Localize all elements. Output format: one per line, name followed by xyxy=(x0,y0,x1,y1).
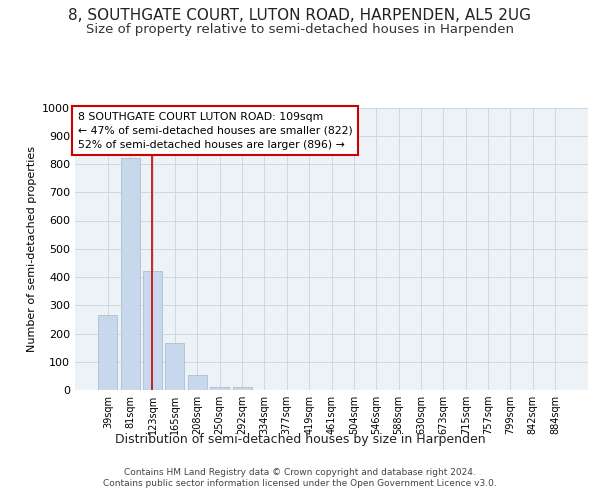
Y-axis label: Number of semi-detached properties: Number of semi-detached properties xyxy=(26,146,37,352)
Text: Size of property relative to semi-detached houses in Harpenden: Size of property relative to semi-detach… xyxy=(86,22,514,36)
Bar xyxy=(121,158,140,390)
Bar xyxy=(166,344,184,390)
Bar xyxy=(188,376,207,390)
Bar xyxy=(210,387,229,390)
Text: Distribution of semi-detached houses by size in Harpenden: Distribution of semi-detached houses by … xyxy=(115,432,485,446)
Text: Contains HM Land Registry data © Crown copyright and database right 2024.
Contai: Contains HM Land Registry data © Crown c… xyxy=(103,468,497,487)
Bar xyxy=(233,387,251,390)
Text: 8, SOUTHGATE COURT, LUTON ROAD, HARPENDEN, AL5 2UG: 8, SOUTHGATE COURT, LUTON ROAD, HARPENDE… xyxy=(68,8,532,22)
Text: 8 SOUTHGATE COURT LUTON ROAD: 109sqm
← 47% of semi-detached houses are smaller (: 8 SOUTHGATE COURT LUTON ROAD: 109sqm ← 4… xyxy=(77,112,352,150)
Bar xyxy=(143,271,162,390)
Bar xyxy=(98,315,118,390)
